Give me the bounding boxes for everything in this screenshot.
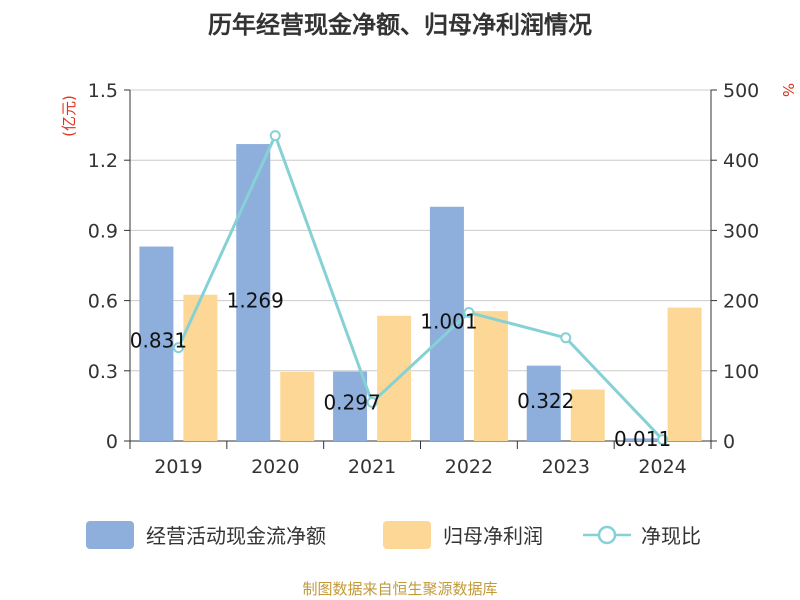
left-tick-label: 0.3 [88, 361, 118, 383]
line-cash-ratio [177, 131, 664, 441]
source-note: 制图数据来自恒生聚源数据库 [302, 580, 497, 598]
data-label-cashflow: 1.269 [227, 289, 284, 313]
bar-cashflow [526, 365, 561, 441]
x-tick-label: 2023 [542, 456, 590, 478]
x-tick-label: 2019 [154, 456, 202, 478]
bar-cashflow [623, 438, 658, 441]
left-tick-label: 0 [106, 431, 118, 453]
legend-label-cash-ratio: 净现比 [641, 524, 701, 548]
bar-cashflow [139, 246, 174, 441]
right-tick-label: 300 [723, 220, 759, 242]
legend-swatch-cashflow [86, 521, 134, 549]
right-tick-label: 100 [723, 361, 759, 383]
legend-label-cashflow: 经营活动现金流净额 [146, 524, 326, 548]
line-point-cash-ratio [463, 307, 475, 319]
right-tick-label: 500 [723, 80, 759, 102]
bar-cashflow [236, 144, 271, 441]
x-tick-label: 2021 [348, 456, 396, 478]
left-tick-label: 0.9 [88, 220, 118, 242]
data-labels: 0.831 1.269 0.297 1.001 0.322 0.011 [130, 289, 671, 451]
bar-net-profit [473, 311, 508, 441]
line-series [172, 130, 669, 446]
bar-net-profit [183, 294, 218, 441]
legend-swatch-net-profit [383, 521, 431, 549]
legend: 经营活动现金流净额 归母净利润 净现比 [86, 521, 701, 549]
data-label-cashflow: 1.001 [420, 310, 477, 334]
x-axis-ticks: 2019 2020 2021 2022 2023 2024 [129, 441, 712, 478]
x-tick-label: 2024 [638, 456, 686, 478]
bar-net-profit [667, 307, 702, 441]
line-point-cash-ratio [366, 396, 378, 408]
data-label-cashflow: 0.322 [517, 389, 574, 413]
x-tick-label: 2020 [251, 456, 299, 478]
bars [139, 144, 702, 441]
left-tick-label: 1.5 [88, 80, 118, 102]
right-tick-label: 400 [723, 150, 759, 172]
data-label-cashflow: 0.297 [323, 390, 380, 414]
line-point-cash-ratio [172, 342, 184, 354]
data-label-cashflow: 0.011 [614, 427, 671, 451]
bar-net-profit [570, 389, 605, 441]
left-tick-label: 0.6 [88, 291, 118, 313]
grid [130, 89, 711, 372]
bar-net-profit [280, 371, 315, 441]
right-tick-label: 0 [723, 431, 735, 453]
line-point-cash-ratio [657, 434, 669, 446]
bar-net-profit [377, 315, 412, 441]
x-tick-label: 2022 [445, 456, 493, 478]
data-label-cashflow: 0.831 [130, 328, 187, 352]
line-point-cash-ratio [269, 130, 281, 142]
left-axis-unit: (亿元) [60, 95, 78, 137]
bar-cashflow [333, 371, 368, 441]
left-tick-label: 1.2 [88, 150, 118, 172]
right-axis-unit: % [779, 83, 797, 97]
right-tick-label: 200 [723, 291, 759, 313]
line-point-cash-ratio [560, 332, 572, 344]
left-axis-ticks: 0 0.3 0.6 0.9 1.2 1.5 [88, 80, 130, 453]
right-axis-ticks: 0 100 200 300 400 500 [711, 80, 759, 453]
chart-title: 历年经营现金净额、归母净利润情况 [208, 11, 592, 39]
legend-label-net-profit: 归母净利润 [443, 524, 543, 548]
legend-marker-cash-ratio [597, 525, 617, 545]
